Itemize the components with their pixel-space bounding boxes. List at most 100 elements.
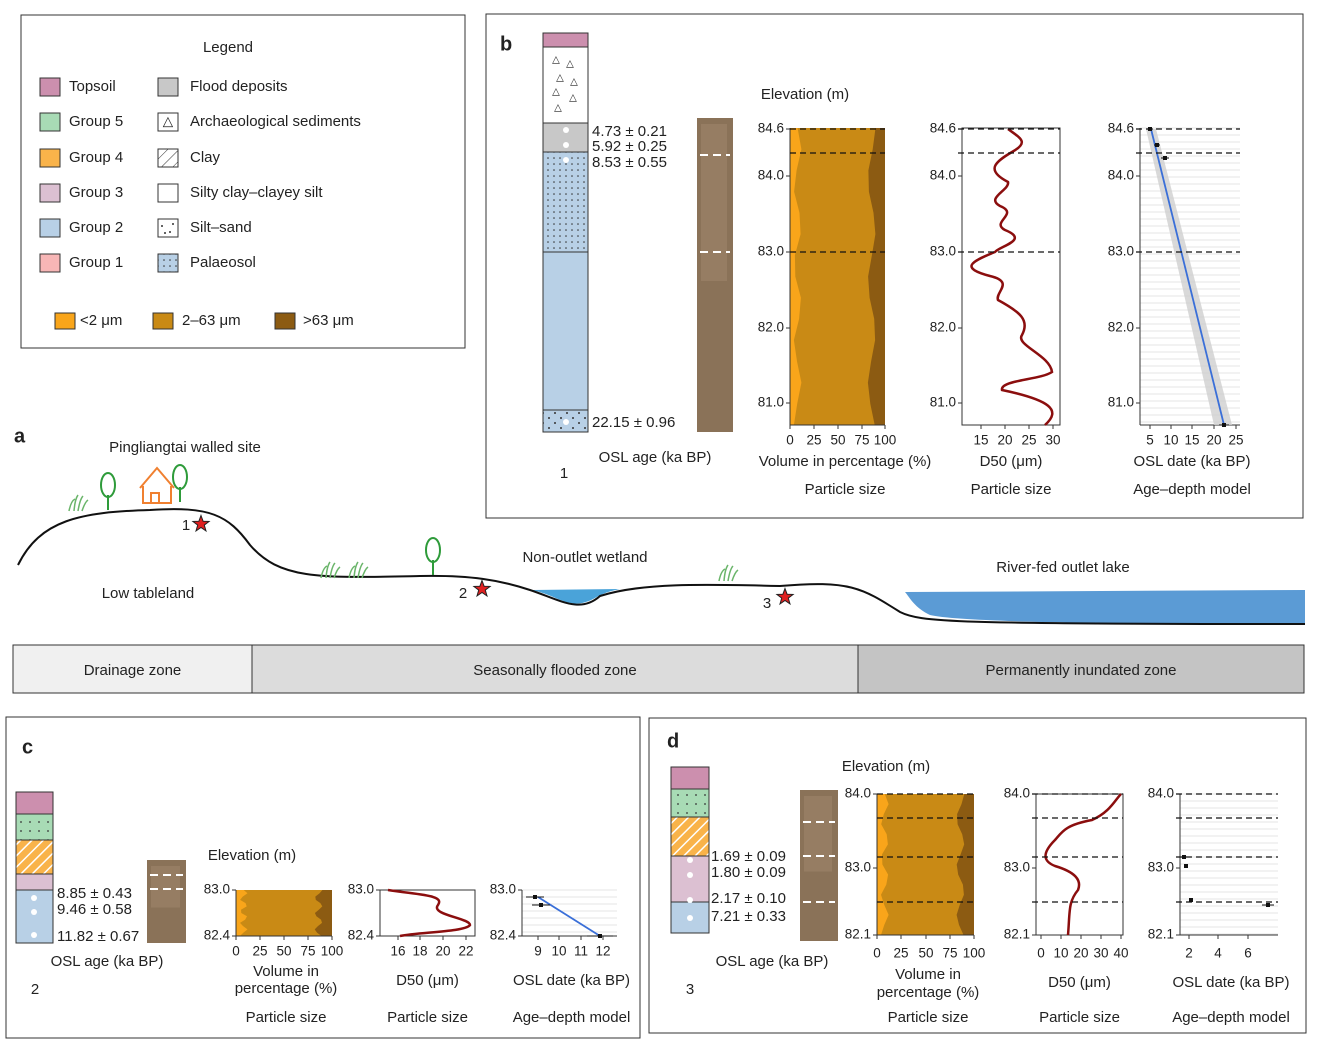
sample-dot (31, 932, 37, 938)
y-tick-label: 83.0 (348, 882, 374, 897)
y-tick-label: 82.1 (1148, 927, 1174, 942)
x-tick-label: 5 (1146, 433, 1154, 448)
y-tick-label: 81.0 (930, 395, 956, 410)
legend-item: Palaeosol (190, 254, 256, 271)
x-tick-label: 15 (1184, 433, 1199, 448)
y-tick-label: 83.0 (204, 882, 230, 897)
y-tick-label: 84.6 (1108, 121, 1134, 136)
y-tick-label: 82.0 (758, 320, 784, 335)
y-tick-label: 82.1 (845, 927, 871, 942)
group-label: Age–depth model (513, 1009, 631, 1026)
y-tick-label: 82.4 (490, 928, 517, 943)
x-tick-label: 9 (534, 944, 542, 959)
x-tick-label: 25 (893, 946, 908, 961)
osl-age: 2.17 ± 0.10 (711, 890, 786, 907)
y-tick-label: 84.0 (930, 168, 956, 183)
legend-swatch (39, 218, 61, 238)
symbol: △ (552, 87, 560, 98)
volume-sand (314, 890, 332, 936)
x-tick-label: 0 (786, 433, 794, 448)
legend-item: Topsoil (69, 78, 116, 95)
site-label: Pingliangtai walled site (109, 439, 261, 456)
profile-number: 3 (686, 981, 694, 998)
axis-label: OSL date (ka BP) (1134, 453, 1251, 470)
sample-dot (687, 857, 693, 863)
legend-swatch (157, 77, 179, 97)
axis-title: Elevation (m) (761, 86, 849, 103)
log-unit (542, 32, 589, 48)
osl-age: 1.80 ± 0.09 (711, 864, 786, 881)
age-point (1182, 855, 1186, 859)
zone-name: Seasonally flooded zone (473, 662, 636, 679)
x-tick-label: 40 (1113, 946, 1128, 961)
y-tick-label: 84.0 (1148, 786, 1174, 801)
grain-swatch (54, 312, 76, 330)
x-tick-label: 25 (1228, 433, 1243, 448)
zone-name: Permanently inundated zone (986, 662, 1177, 679)
plot-frame (1035, 793, 1124, 936)
x-tick-label: 10 (551, 944, 566, 959)
volume-clay (877, 794, 889, 935)
x-tick-label: 50 (830, 433, 845, 448)
log-unit (542, 151, 589, 253)
y-tick-label: 81.0 (758, 395, 784, 410)
x-tick-label: 22 (458, 944, 473, 959)
group-label: Particle size (1039, 1009, 1120, 1026)
symbol: △ (163, 114, 174, 129)
sample-dot (563, 157, 569, 163)
y-tick-label: 84.0 (758, 168, 784, 183)
legend-swatch (157, 218, 179, 238)
x-tick-label: 20 (1073, 946, 1088, 961)
axis-label: percentage (%) (877, 984, 980, 1001)
y-tick-label: 81.0 (1108, 395, 1134, 410)
x-tick-label: 0 (1037, 946, 1045, 961)
log-unit (670, 788, 710, 818)
log-unit (542, 46, 589, 124)
sample-dot (563, 419, 569, 425)
legend-swatch (39, 183, 61, 203)
osl-age: 5.92 ± 0.25 (592, 138, 667, 155)
panel-box (648, 717, 1307, 1034)
axis-label: Volume in (253, 963, 319, 980)
sample-dot (563, 127, 569, 133)
panel-label: d (667, 730, 679, 752)
legend-item: Group 2 (69, 219, 123, 236)
osl-age: 7.21 ± 0.33 (711, 908, 786, 925)
log-unit (15, 813, 54, 841)
x-tick-label: 16 (390, 944, 405, 959)
zone-label: Non-outlet wetland (522, 549, 647, 566)
x-tick-label: 100 (963, 946, 986, 961)
x-tick-label: 12 (595, 944, 610, 959)
dot (161, 225, 163, 227)
zone-label: River-fed outlet lake (996, 559, 1129, 576)
x-tick-label: 25 (252, 944, 267, 959)
zone-label: Low tableland (102, 585, 195, 602)
dot (169, 231, 171, 233)
x-tick-label: 11 (574, 944, 588, 959)
symbol: △ (556, 73, 564, 84)
legend-swatch (157, 253, 179, 273)
symbol: △ (566, 59, 574, 70)
plot-frame (961, 127, 1061, 426)
group-label: Particle size (805, 481, 886, 498)
sample-dot (563, 142, 569, 148)
axis-label: Volume in percentage (%) (759, 453, 932, 470)
x-tick-label: 20 (435, 944, 450, 959)
osl-age: 9.46 ± 0.58 (57, 901, 132, 918)
legend-swatch (157, 112, 179, 132)
axis-label: OSL age (ka BP) (716, 953, 829, 970)
age-point (1189, 898, 1193, 902)
sample-dot (687, 897, 693, 903)
osl-age: 22.15 ± 0.96 (592, 414, 675, 431)
legend-swatch (157, 183, 179, 203)
group-label: Age–depth model (1172, 1009, 1290, 1026)
log-unit (15, 839, 54, 875)
age-point (1163, 156, 1167, 160)
sample-dot (31, 909, 37, 915)
age-point (1184, 864, 1188, 868)
age-model-line (537, 896, 601, 937)
zone-bar (12, 644, 253, 694)
dot (164, 232, 166, 234)
x-tick-label: 100 (321, 944, 344, 959)
panel-label: c (22, 736, 33, 758)
